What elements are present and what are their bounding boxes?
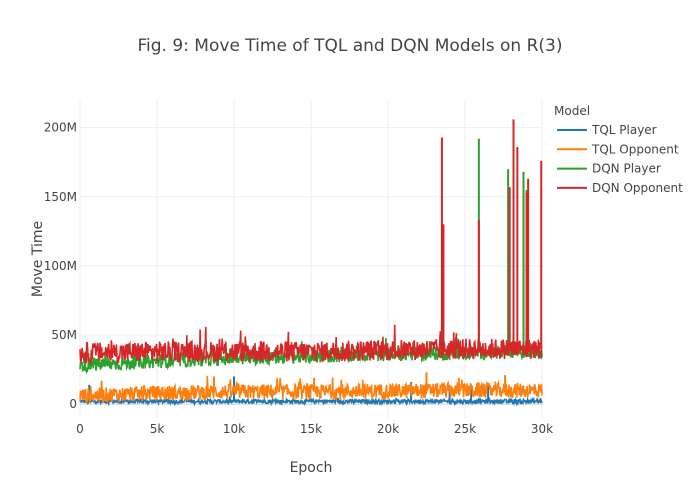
legend[interactable]: Model TQL Player TQL Opponent DQN Player DQ… xyxy=(554,104,683,195)
y-tick-label: 50M xyxy=(51,328,77,342)
x-tick-label: 0 xyxy=(76,422,84,436)
y-tick-label: 100M xyxy=(44,259,77,273)
x-tick-label: 25k xyxy=(454,422,476,436)
legend-item-label[interactable]: TQL Player xyxy=(591,123,657,137)
series-line-tql-player xyxy=(79,395,543,407)
x-tick-label: 5k xyxy=(150,422,165,436)
legend-item-label[interactable]: DQN Player xyxy=(592,162,661,176)
y-tick-label: 150M xyxy=(44,190,77,204)
x-tick-label: 20k xyxy=(377,422,399,436)
x-tick-label: 30k xyxy=(531,422,553,436)
legend-item-label[interactable]: DQN Opponent xyxy=(592,181,683,195)
x-tick-label: 10k xyxy=(223,422,245,436)
series-line-dqn-opponent xyxy=(79,324,543,365)
legend-title: Model xyxy=(554,104,590,118)
gridlines xyxy=(79,100,543,418)
x-axis-title: Epoch xyxy=(290,460,333,476)
legend-item-label[interactable]: TQL Opponent xyxy=(591,142,679,156)
series-line-tql-opponent xyxy=(79,375,543,404)
series-lines xyxy=(79,119,543,407)
x-tick-label: 15k xyxy=(300,422,322,436)
y-axis-title: Move Time xyxy=(30,221,46,297)
y-tick-label: 0 xyxy=(69,397,77,411)
y-tick-label: 200M xyxy=(44,121,77,135)
x-axis-ticks: 0 5k 10k 15k 20k 25k 30k xyxy=(76,422,553,436)
chart-title: Fig. 9: Move Time of TQL and DQN Models … xyxy=(138,36,563,56)
y-axis-ticks: 0 50M 100M 150M 200M xyxy=(44,121,77,412)
